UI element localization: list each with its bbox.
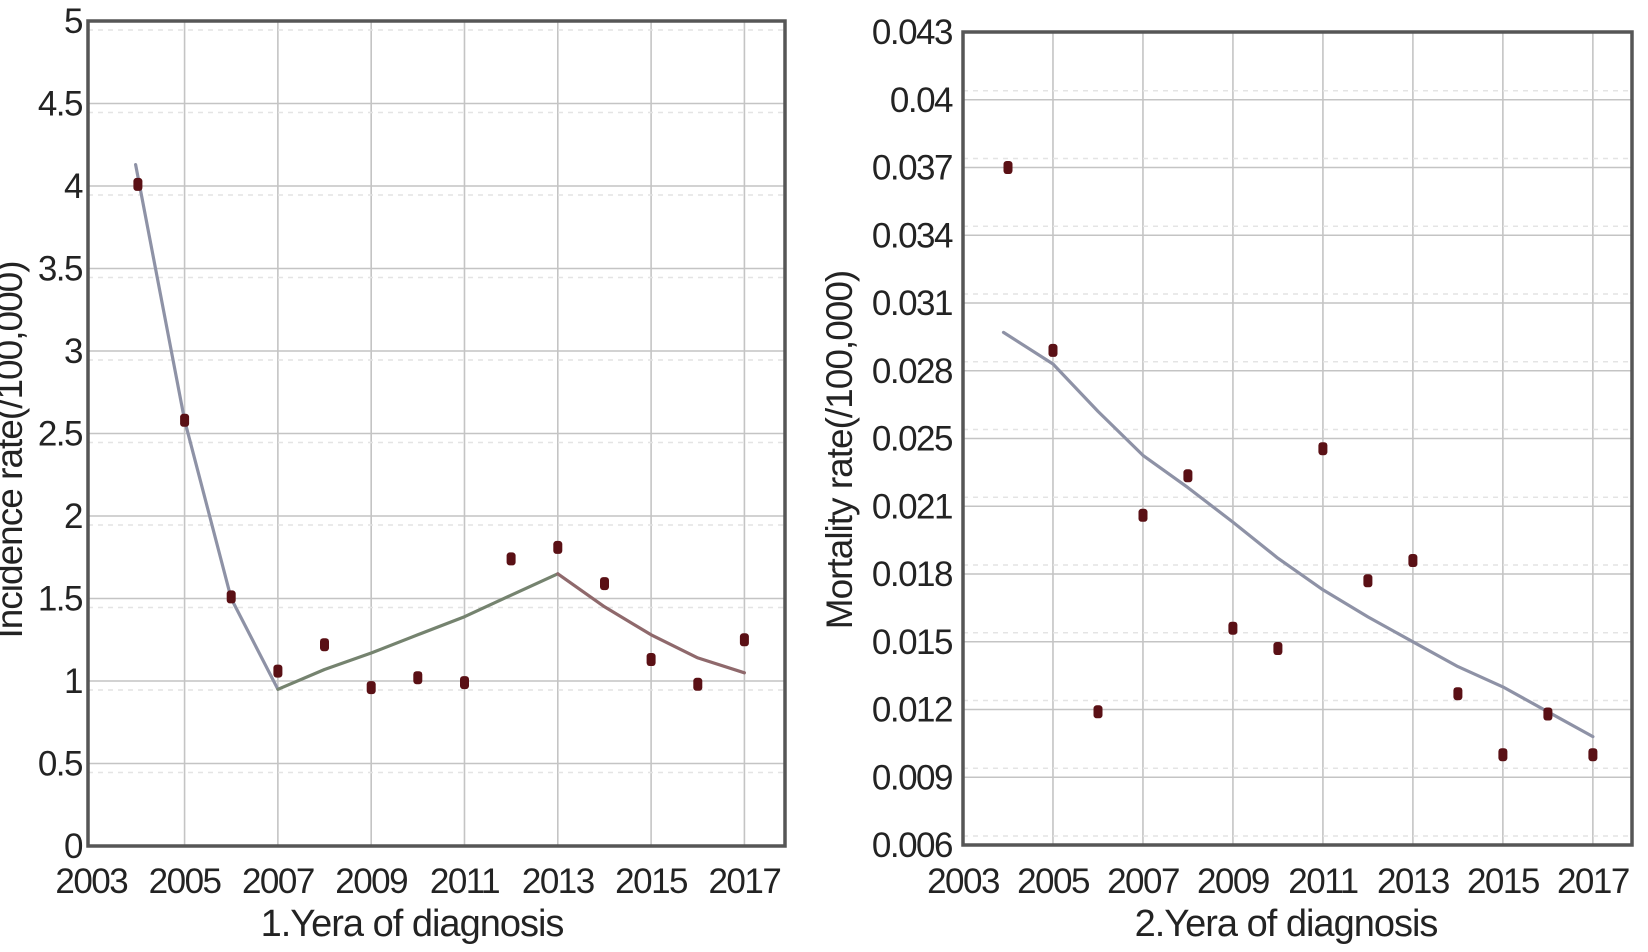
x-tick-label: 2017: [1557, 862, 1629, 901]
data-point: [1093, 705, 1103, 719]
y-axis-title: Incidence rate(/100,000): [0, 261, 30, 638]
data-point: [320, 638, 329, 652]
trend-line-lowess-decline-2004-2017: [1001, 330, 1595, 739]
y-tick-label: 0: [64, 827, 83, 866]
data-point: [1048, 343, 1058, 357]
y-tick-label: 0.006: [872, 826, 952, 865]
y-tick-label: 0.031: [872, 284, 952, 323]
y-axis-title: Mortality rate(/100,000): [824, 271, 860, 630]
x-tick-label: 2007: [1107, 862, 1179, 901]
data-point: [1543, 707, 1553, 721]
y-tick-label: 1.5: [38, 580, 82, 619]
data-point: [739, 633, 749, 647]
data-point: [273, 664, 283, 678]
x-tick-label: 2011: [1288, 862, 1357, 901]
data-point: [1183, 469, 1193, 483]
y-tick-label: 0.034: [872, 216, 953, 255]
y-tick-label: 0.037: [872, 149, 952, 188]
data-point: [1588, 748, 1598, 762]
data-point: [1273, 642, 1283, 655]
x-tick-label: 2009: [335, 862, 407, 901]
y-tick-label: 4.5: [38, 85, 82, 124]
trend-line-decline-2013-2017: [556, 572, 746, 675]
data-point: [226, 590, 236, 604]
y-tick-label: 0.043: [872, 13, 952, 52]
data-point: [413, 671, 423, 685]
x-tick-label: 2015: [615, 862, 687, 901]
data-point: [1228, 621, 1238, 635]
x-tick-label: 2011: [430, 862, 499, 901]
x-axis-title: 1.Yera of diagnosis: [261, 903, 564, 945]
x-axis-title: 2.Yera of diagnosis: [1135, 903, 1438, 945]
trend-line-rise-2007-2013: [276, 572, 560, 691]
trend-line-decline-2004-2007: [134, 163, 280, 691]
data-point: [693, 677, 703, 691]
data-point: [1138, 508, 1148, 522]
data-point: [133, 177, 143, 191]
data-point: [1363, 574, 1373, 588]
y-tick-label: 2: [64, 497, 82, 536]
data-point: [366, 681, 376, 695]
incidence-rate-chart: 2003 2005 2007 2009 2011 2013 2015 2017 0 0.5 1 1.5…: [0, 2, 787, 945]
data-point: [1453, 687, 1463, 701]
plot-border: [961, 30, 1634, 847]
data-point: [646, 653, 656, 666]
data-point: [1498, 748, 1508, 762]
x-tick-label: 2013: [522, 862, 594, 901]
y-tick-label: 2.5: [38, 415, 82, 454]
y-tick-label: 0.015: [872, 623, 952, 662]
x-tick-label: 2005: [149, 862, 221, 901]
x-tick-label: 2003: [927, 862, 999, 901]
y-tick-label: 0.018: [872, 555, 952, 594]
data-point: [553, 540, 563, 554]
y-tick-label: 3: [64, 332, 82, 371]
y-tick-label: 4: [64, 167, 83, 206]
y-tick-label: 0.5: [38, 745, 82, 784]
y-tick-label: 0.012: [872, 691, 952, 730]
x-tick-label: 2003: [55, 862, 127, 901]
y-tick-label: 1: [64, 662, 82, 701]
y-tick-label: 0.021: [872, 487, 952, 526]
mortality-rate-chart: 2003 2005 2007 2009 2011 2013 2015 2017 0.006 0.0…: [824, 13, 1634, 945]
y-tick-label: 5: [64, 2, 82, 41]
data-point: [460, 676, 469, 690]
x-tick-label: 2007: [242, 862, 314, 901]
x-tick-label: 2005: [1017, 862, 1089, 901]
x-tick-label: 2009: [1197, 862, 1269, 901]
x-tick-label: 2013: [1377, 862, 1449, 901]
y-tick-label: 0.025: [872, 420, 952, 459]
data-point: [1003, 161, 1013, 174]
y-tick-label: 0.028: [872, 352, 952, 391]
y-tick-label: 0.009: [872, 758, 952, 797]
y-tick-label: 0.04: [890, 81, 953, 120]
plot-border: [86, 19, 787, 848]
data-point: [1318, 442, 1328, 456]
x-tick-label: 2017: [708, 862, 780, 901]
x-tick-label: 2015: [1467, 862, 1539, 901]
data-point: [506, 552, 516, 566]
data-point: [600, 577, 609, 591]
data-point: [180, 413, 190, 427]
data-point: [1408, 554, 1418, 567]
y-tick-label: 3.5: [38, 250, 82, 289]
